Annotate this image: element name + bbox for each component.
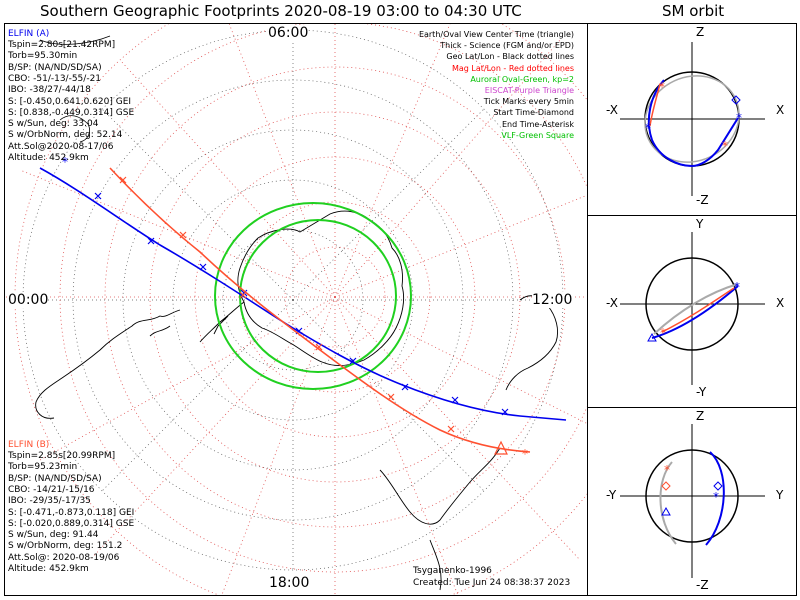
elfin-b-info-line: Tspin=2.85s[20.99RPM] xyxy=(8,451,116,461)
legend-item: Tick Marks every 5min xyxy=(483,97,574,107)
time-label-top: 06:00 xyxy=(268,25,309,41)
elfin-a-info-line: Torb=95.30min xyxy=(8,51,78,62)
view-center-triangle xyxy=(494,440,508,455)
elfin-a-info-line: IBO: -38/27/-44/18 xyxy=(8,85,91,96)
xy-left-label: -X xyxy=(606,296,618,310)
elfin-a-info-line: Altitude: 452.9km xyxy=(8,153,89,163)
elfin-b-tick-marks xyxy=(119,176,455,433)
south-america-coastline xyxy=(35,309,181,419)
africa-coastline xyxy=(379,447,501,591)
map-legend: Earth/Oval View Center Time (triangle) Th… xyxy=(419,29,574,141)
australia-coastline xyxy=(505,295,559,391)
elfin-b-info-line: S: [-0.471,-0.873,0.118] GEI xyxy=(8,507,135,518)
legend-item: Mag Lat/Lon - Red dotted lines xyxy=(451,63,574,73)
elfin-a-info-line: S w/Sun, deg: 33.04 xyxy=(8,119,99,130)
elfin-b-end-asterisk: * xyxy=(522,447,528,461)
yz-right-label: Y xyxy=(776,488,784,502)
yz-top-label: Z xyxy=(696,409,705,423)
elfin-a-info-line: Tspin=2.80s[21.42RPM] xyxy=(8,40,116,50)
elfin-a-info-line: B/SP: (NA/ND/SD/SA) xyxy=(8,62,102,73)
auroral-oval-outer xyxy=(214,202,412,390)
elfin-b-info-line: Torb=95.23min xyxy=(8,462,78,473)
elfin-b-info-line: S: [-0.020,0.889,0.314] GSE xyxy=(8,518,135,529)
elfin-b-name: ELFIN (B) xyxy=(8,440,50,450)
elfin-b-info-line: Att.Sol@: 2020-08-19/06 xyxy=(8,552,120,563)
elfin-a-tick-marks xyxy=(94,192,509,416)
legend-item: Thick - Science (FGM and/or EPD) xyxy=(440,41,574,51)
elfin-a-info-line: S: [-0.450,0.641,0.620] GEI xyxy=(8,96,132,107)
antarctica-coastline xyxy=(237,210,405,367)
elfin-b-info-line: Altitude: 452.9km xyxy=(8,564,89,574)
elfin-a-name: ELFIN (A) xyxy=(8,29,50,39)
xz-bottom-label: -Z xyxy=(696,193,709,207)
elfin-b-info-line: S w/OrbNorm, deg: 151.2 xyxy=(8,541,123,552)
yz-left-label: -Y xyxy=(606,488,617,502)
legend-item: VLF-Green Square xyxy=(501,130,574,140)
orbit-xy-panel xyxy=(587,215,797,408)
created-label: Created: Tue Jun 24 08:38:37 2023 xyxy=(413,578,571,588)
xy-bottom-label: -Y xyxy=(696,385,707,399)
time-label-left: 00:00 xyxy=(8,292,49,308)
legend-item: Auroral Oval-Green, kp=2 xyxy=(470,74,574,84)
map-title: Southern Geographic Footprints 2020-08-1… xyxy=(40,2,522,20)
orbit-xz-panel xyxy=(587,23,797,216)
time-label-right: 12:00 xyxy=(532,292,573,308)
legend-item: Earth/Oval View Center Time (triangle) xyxy=(418,30,574,39)
elfin-a-info-line: S w/OrbNorm, deg: 52.14 xyxy=(8,130,123,141)
legend-item: Geo Lat/Lon - Black dotted lines xyxy=(446,52,574,62)
xz-left-label: -X xyxy=(606,103,618,117)
elfin-a-track xyxy=(39,167,567,421)
model-label: Tsyganenko-1996 xyxy=(413,566,492,576)
elfin-a-info-line: Att.Sol@2020-08-17/06 xyxy=(8,141,114,152)
yz-bottom-label: -Z xyxy=(696,578,709,592)
elfin-a-info-line: CBO: -51/-13/-55/-21 xyxy=(8,73,102,84)
elfin-b-track xyxy=(109,167,531,453)
auroral-oval-inner xyxy=(239,219,397,373)
elfin-a-info-line: S: [0.838,-0.449,0.314] GSE xyxy=(8,107,135,118)
legend-item: End Time-Asterisk xyxy=(501,119,574,129)
orbit-title: SM orbit xyxy=(662,2,725,20)
xz-right-label: X xyxy=(776,103,785,117)
legend-item: EISCAT-Purple Triangle xyxy=(484,86,574,96)
elfin-b-info-line: S w/Sun, deg: 91.44 xyxy=(8,530,99,541)
legend-item: Start Time-Diamond xyxy=(493,108,574,118)
orbit-yz-panel xyxy=(587,407,797,596)
antarctic-peninsula xyxy=(199,301,245,343)
xy-right-label: X xyxy=(776,296,785,310)
elfin-a-end-asterisk: * xyxy=(62,155,68,169)
elfin-b-info-line: B/SP: (NA/ND/SD/SA) xyxy=(8,473,102,484)
xy-top-label: Y xyxy=(696,217,704,231)
elfin-b-info-line: IBO: -29/35/-17/35 xyxy=(8,496,91,507)
xz-top-label: Z xyxy=(696,25,705,39)
elfin-b-info-line: CBO: -14/21/-15/16 xyxy=(8,484,95,495)
time-label-bottom: 18:00 xyxy=(269,575,310,591)
pacific-islands-coastline xyxy=(39,35,111,143)
